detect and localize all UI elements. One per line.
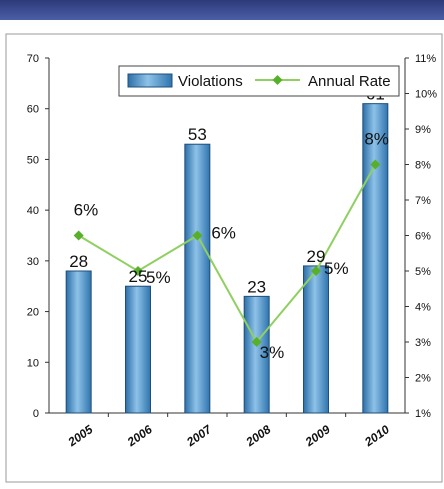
y-left-tick-label: 60 <box>27 104 39 116</box>
bar-value-label: 53 <box>188 125 207 144</box>
y-right-tick-label: 9% <box>415 124 431 136</box>
y-right-tick-label: 1% <box>415 408 431 420</box>
rate-value-label: 5% <box>146 268 171 287</box>
bar-2008 <box>243 295 270 414</box>
rate-value-label: 6% <box>211 224 236 243</box>
rate-value-label: 3% <box>260 343 285 362</box>
annual-rate-point-2005 <box>73 230 84 241</box>
bar-value-label: 25 <box>129 267 148 286</box>
y-right-tick-label: 7% <box>415 195 431 207</box>
annual-rate-line <box>78 164 377 344</box>
y-right-tick-label: 6% <box>415 231 431 243</box>
y-right-tick-label: 10% <box>415 89 437 101</box>
y-right-tick-label: 8% <box>415 160 431 172</box>
y-right-tick-label: 11% <box>415 53 436 65</box>
rate-value-label: 6% <box>74 201 99 220</box>
legend-marker-swatch <box>272 75 283 85</box>
y-right-tick-label: 3% <box>415 337 431 349</box>
y-right-tick-label: 5% <box>415 266 431 278</box>
header-strip <box>0 0 444 20</box>
y-left-tick-label: 40 <box>27 205 39 217</box>
rate-value-label: 5% <box>324 259 349 278</box>
bar-2009 <box>303 265 329 414</box>
bar-value-label: 23 <box>247 277 266 296</box>
annual-rate-point-2006 <box>133 266 143 276</box>
y-left-tick-label: 0 <box>33 408 39 420</box>
bar-2005 <box>65 270 92 414</box>
legend-label-annual-rate: Annual Rate <box>308 73 391 90</box>
annual-rate-point-2010 <box>370 159 381 170</box>
annual-rate-point-2009 <box>311 266 321 276</box>
y-right-tick-label: 4% <box>415 302 431 314</box>
legend-bar-swatch <box>127 73 173 88</box>
y-left-tick-label: 50 <box>27 154 39 166</box>
rate-value-label: 8% <box>364 130 389 149</box>
annual-rate-point-2008 <box>251 337 262 347</box>
annual-rate-point-2007 <box>192 230 203 241</box>
bar-value-label: 29 <box>307 247 326 266</box>
y-left-tick-label: 30 <box>27 256 39 268</box>
bar-value-label: 28 <box>69 252 88 271</box>
y-left-tick-label: 20 <box>27 307 39 319</box>
legend: Violations Annual Rate <box>118 65 400 97</box>
bar-2010 <box>362 103 389 414</box>
bar-2006 <box>125 285 151 414</box>
y-left-tick-label: 10 <box>27 357 39 369</box>
legend-label-violations: Violations <box>178 73 243 90</box>
y-right-tick-label: 2% <box>415 373 431 385</box>
y-left-tick-label: 70 <box>27 53 39 65</box>
bar-2007 <box>184 143 211 414</box>
